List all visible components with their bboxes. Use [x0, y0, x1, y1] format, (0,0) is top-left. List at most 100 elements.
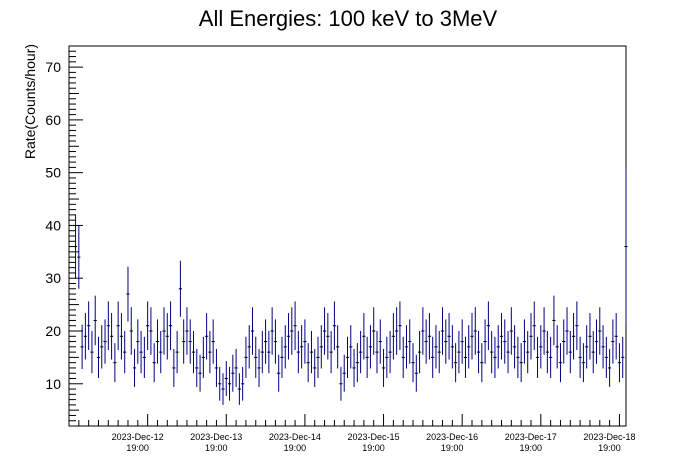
x-tick-time-label: 19:00 [205, 443, 228, 453]
data-point [270, 307, 274, 355]
data-point [257, 348, 261, 387]
x-tick-time-label: 19:00 [284, 443, 307, 453]
data-point [368, 325, 373, 369]
data-point [136, 319, 140, 364]
data-point [83, 313, 87, 360]
data-point [522, 319, 527, 364]
data-point [165, 313, 169, 360]
data-point [303, 319, 307, 364]
data-point [306, 343, 310, 383]
data-point [109, 313, 114, 360]
data-point [326, 313, 330, 360]
data-point [440, 307, 445, 355]
data-point [604, 336, 608, 378]
data-point [372, 307, 376, 355]
data-point [601, 325, 605, 369]
data-point [182, 319, 186, 364]
y-tick-label: 10 [45, 376, 61, 392]
chart-title: All Energies: 100 keV to 3MeV [199, 6, 498, 31]
data-point [250, 307, 255, 355]
data-point [342, 354, 346, 392]
data-point [539, 325, 543, 369]
y-tick-label: 50 [45, 165, 61, 181]
data-point [106, 301, 110, 350]
data-point [519, 343, 523, 383]
data-point [608, 348, 612, 387]
data-point [313, 348, 317, 387]
data-point [126, 266, 130, 322]
data-point [73, 214, 78, 279]
data-point [241, 366, 245, 401]
data-point [506, 331, 510, 374]
data-point [309, 331, 314, 374]
data-point [424, 319, 428, 364]
x-tick-time-label: 19:00 [598, 443, 621, 453]
data-point [227, 366, 232, 401]
data-point [496, 325, 500, 369]
data-point [431, 336, 435, 378]
data-point [598, 307, 602, 355]
data-point [375, 331, 379, 374]
y-tick-label: 60 [45, 112, 61, 128]
data-point [362, 313, 366, 360]
data-point [214, 348, 219, 387]
y-axis-label: Rate(Counts/hour) [22, 44, 38, 159]
data-point [123, 331, 127, 374]
data-point [152, 343, 156, 383]
data-point [503, 319, 507, 364]
data-point [100, 325, 104, 369]
data-point [195, 348, 199, 387]
x-tick-date-label: 2023-Dec-17 [505, 432, 557, 442]
data-point [434, 325, 438, 369]
data-point [168, 301, 173, 350]
x-tick-time-label: 19:00 [520, 443, 543, 453]
data-point [208, 331, 212, 374]
data-point [611, 319, 615, 364]
x-tick-date-label: 2023-Dec-12 [112, 432, 164, 442]
data-point [417, 331, 422, 374]
data-point [359, 331, 363, 374]
data-point [624, 167, 628, 326]
data-point [237, 373, 241, 405]
data-point [529, 313, 533, 360]
data-point [594, 319, 599, 364]
data-point [499, 313, 504, 360]
data-point [198, 354, 202, 392]
data-point [398, 301, 402, 350]
data-point [221, 373, 225, 405]
data-point [188, 319, 192, 364]
data-point [119, 313, 124, 360]
data-point [591, 331, 595, 374]
data-point [205, 313, 209, 360]
data-point [234, 348, 238, 387]
data-point [614, 313, 618, 360]
data-point [93, 295, 97, 346]
data-point [113, 343, 117, 383]
data-point [87, 301, 91, 350]
data-point [322, 307, 327, 355]
data-point [473, 307, 477, 355]
data-point [437, 331, 441, 374]
data-point [388, 331, 392, 374]
data-point [516, 336, 520, 378]
data-point [172, 348, 176, 387]
data-point [293, 301, 297, 350]
data-point [178, 260, 182, 317]
data-point [411, 343, 415, 383]
y-axis: 10 20 30 40 50 60 70 [45, 45, 83, 427]
data-point [581, 343, 586, 383]
data-point [463, 336, 468, 378]
x-tick-date-label: 2023-Dec-16 [426, 432, 478, 442]
data-point [345, 336, 350, 378]
data-point [142, 336, 146, 378]
data-point [381, 348, 386, 387]
data-point [277, 354, 281, 392]
data-point [565, 307, 569, 355]
data-point [542, 307, 546, 355]
x-tick-time-label: 19:00 [441, 443, 464, 453]
data-point [263, 319, 268, 364]
x-tick-time-label: 19:00 [362, 443, 385, 453]
data-point [260, 331, 264, 374]
data-point [490, 331, 494, 374]
data-point [116, 301, 120, 350]
